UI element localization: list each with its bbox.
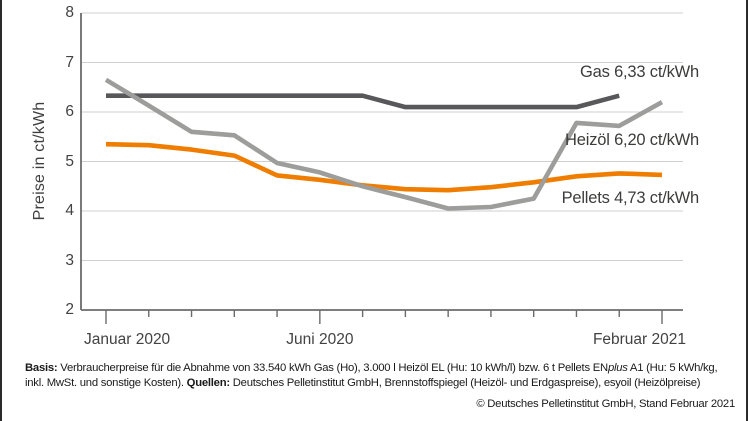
series-line-heizöl xyxy=(104,77,664,211)
y-tick-label-8: 8 xyxy=(65,4,74,21)
left-border-line xyxy=(0,0,2,421)
basis-text: Verbraucherpreise für die Abnahme von 33… xyxy=(57,362,608,374)
enplus-italic: plus xyxy=(607,362,628,374)
y-tick-label-3: 3 xyxy=(65,251,74,269)
footer-line-1: Basis: Verbraucherpreise für die Abnahme… xyxy=(25,361,735,376)
copyright-note: © Deutsches Pelletinstitut GmbH, Stand F… xyxy=(476,398,735,410)
footer-line-2: inkl. MwSt. und sonstige Kosten). Quelle… xyxy=(25,376,735,391)
right-border-line xyxy=(746,0,748,421)
basis-label: Basis: xyxy=(25,362,58,374)
series-line-gas xyxy=(106,93,620,110)
quellen-text: Deutsches Pelletinstitut GmbH, Brennstof… xyxy=(229,377,701,390)
footer-note: Basis: Verbraucherpreise für die Abnahme… xyxy=(25,361,735,392)
x-tick-label-5: Juni 2020 xyxy=(286,331,354,348)
y-tick-label-5: 5 xyxy=(65,152,74,170)
series-label-gas: Gas 6,33 ct/kWh xyxy=(580,63,699,81)
chart-canvas xyxy=(80,12,683,324)
series-label-pellets: Pellets 4,73 ct/kWh xyxy=(561,189,700,207)
y-tick-label-6: 6 xyxy=(65,103,74,120)
x-tick-label-13: Februar 2021 xyxy=(592,331,686,348)
quellen-label: Quellen: xyxy=(186,377,230,390)
basis-text-2: A1 (Hu: 5 kWh/kg, xyxy=(627,362,718,374)
series-label-heizöl: Heizöl 6,20 ct/kWh xyxy=(565,131,699,149)
price-trend-chart: Preise in ct/kWh 2 3 4 5 6 7 8 Januar 2020 Juni … xyxy=(31,4,700,348)
x-tick-label-0: Januar 2020 xyxy=(84,331,171,348)
series-line-pellets xyxy=(105,141,663,193)
quellen-pre-text: inkl. MwSt. und sonstige Kosten). xyxy=(25,377,187,390)
y-tick-label-2: 2 xyxy=(65,301,74,318)
y-tick-label-4: 4 xyxy=(65,202,74,219)
y-tick-label-7: 7 xyxy=(65,53,74,71)
